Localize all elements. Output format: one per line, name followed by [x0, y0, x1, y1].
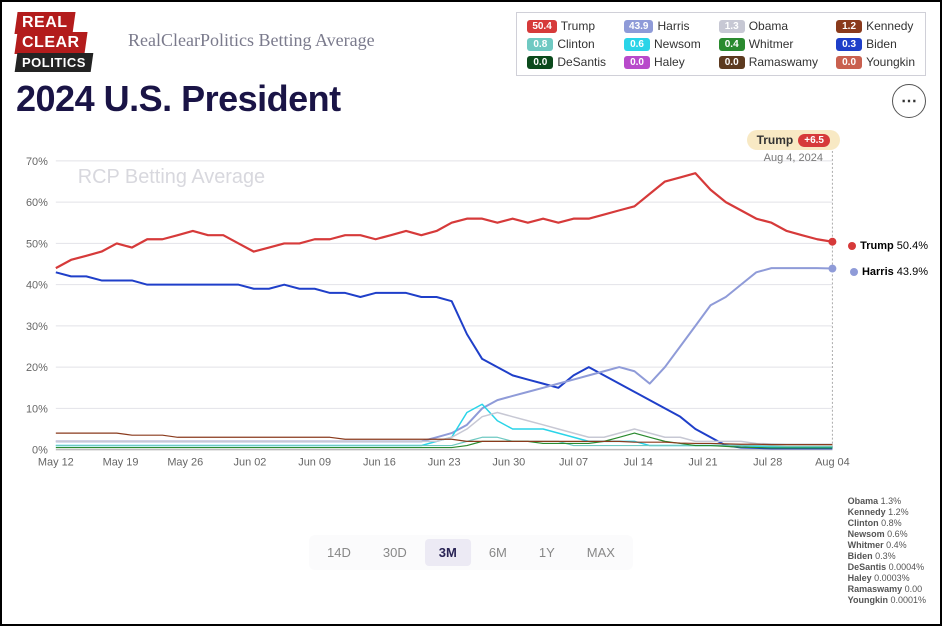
leader-delta: +6.5	[798, 134, 830, 147]
svg-text:Jun 16: Jun 16	[363, 457, 396, 469]
svg-text:Jun 09: Jun 09	[298, 457, 331, 469]
leader-name: Trump	[757, 133, 794, 147]
range-30d[interactable]: 30D	[369, 539, 421, 566]
legend-badge: 0.0	[624, 56, 650, 69]
range-6m[interactable]: 6M	[475, 539, 521, 566]
range-selector: 14D30D3M6M1YMAX	[309, 535, 633, 570]
legend-badge: 0.0	[836, 56, 862, 69]
svg-text:Jun 30: Jun 30	[492, 457, 525, 469]
end-label-harris: Harris 43.9%	[850, 266, 928, 280]
svg-text:10%: 10%	[26, 403, 48, 415]
svg-text:Aug 04: Aug 04	[815, 457, 850, 469]
svg-text:50%: 50%	[26, 238, 48, 250]
svg-text:May 19: May 19	[103, 457, 139, 469]
svg-text:Jul 07: Jul 07	[559, 457, 588, 469]
legend-item-youngkin[interactable]: 0.0 Youngkin	[836, 55, 915, 69]
legend-name: Youngkin	[866, 55, 915, 69]
legend-badge: 1.2	[836, 20, 862, 33]
end-labels-bottom: Obama 1.3%Kennedy 1.2%Clinton 0.8%Newsom…	[848, 496, 926, 606]
range-1y[interactable]: 1Y	[525, 539, 569, 566]
range-max[interactable]: MAX	[573, 539, 629, 566]
svg-text:Jun 23: Jun 23	[428, 457, 461, 469]
svg-text:70%: 70%	[26, 156, 48, 168]
legend-item-harris[interactable]: 43.9 Harris	[624, 19, 701, 33]
legend-item-obama[interactable]: 1.3 Obama	[719, 19, 818, 33]
svg-text:30%: 30%	[26, 321, 48, 333]
legend-badge: 43.9	[624, 20, 653, 33]
legend-item-kennedy[interactable]: 1.2 Kennedy	[836, 19, 915, 33]
callout: Trump +6.5 Aug 4, 2024	[747, 130, 840, 164]
svg-text:Jul 28: Jul 28	[753, 457, 782, 469]
legend-name: Haley	[654, 55, 685, 69]
legend-name: DeSantis	[557, 55, 606, 69]
page-title: 2024 U.S. President	[16, 78, 892, 120]
legend-badge: 1.3	[719, 20, 745, 33]
line-chart[interactable]: RCP Betting Average 0% 10% 20% 30% 40% 50% 60% 7…	[16, 130, 926, 600]
end-label-trump: Trump 50.4%	[848, 240, 928, 254]
svg-text:May 26: May 26	[167, 457, 203, 469]
legend-name: Kennedy	[866, 19, 913, 33]
legend-name: Trump	[561, 19, 595, 33]
series-harris[interactable]	[56, 268, 833, 441]
end-label-small: Whitmer 0.4%	[848, 540, 926, 551]
legend-item-ramaswamy[interactable]: 0.0 Ramaswamy	[719, 55, 818, 69]
legend-name: Biden	[866, 37, 897, 51]
end-label-small: Ramaswamy 0.00	[848, 584, 926, 595]
series-biden[interactable]	[56, 272, 833, 448]
legend-name: Newsom	[654, 37, 701, 51]
legend-box: 50.4 Trump 43.9 Harris 1.3 Obama 1.2 Kennedy 0.8…	[516, 12, 926, 76]
legend-item-whitmer[interactable]: 0.4 Whitmer	[719, 37, 818, 51]
range-3m[interactable]: 3M	[425, 539, 471, 566]
end-label-small: Kennedy 1.2%	[848, 507, 926, 518]
svg-text:20%: 20%	[26, 362, 48, 374]
legend-item-desantis[interactable]: 0.0 DeSantis	[527, 55, 606, 69]
legend-badge: 0.3	[836, 38, 862, 51]
end-label-small: Biden 0.3%	[848, 551, 926, 562]
end-label-small: Clinton 0.8%	[848, 518, 926, 529]
legend-badge: 0.6	[624, 38, 650, 51]
svg-text:RCP Betting Average: RCP Betting Average	[78, 166, 265, 188]
logo-line2: CLEAR	[22, 36, 80, 50]
legend-name: Harris	[657, 19, 689, 33]
legend-item-biden[interactable]: 0.3 Biden	[836, 37, 915, 51]
chart-area[interactable]: Trump +6.5 Aug 4, 2024 RCP Betting Avera…	[16, 130, 926, 600]
legend-name: Ramaswamy	[749, 55, 818, 69]
svg-text:Jun 02: Jun 02	[234, 457, 267, 469]
legend-badge: 0.0	[527, 56, 553, 69]
end-label-small: Youngkin 0.0001%	[848, 595, 926, 606]
legend-name: Whitmer	[749, 37, 794, 51]
callout-date: Aug 4, 2024	[747, 152, 840, 164]
svg-text:Jul 14: Jul 14	[624, 457, 653, 469]
logo-line3: POLITICS	[22, 55, 86, 70]
end-label-small: Haley 0.0003%	[848, 573, 926, 584]
svg-text:60%: 60%	[26, 197, 48, 209]
svg-text:Jul 21: Jul 21	[688, 457, 717, 469]
legend-item-clinton[interactable]: 0.8 Clinton	[527, 37, 606, 51]
leader-pill: Trump +6.5	[747, 130, 840, 150]
range-14d[interactable]: 14D	[313, 539, 365, 566]
legend-item-haley[interactable]: 0.0 Haley	[624, 55, 701, 69]
legend-badge: 0.4	[719, 38, 745, 51]
legend-name: Obama	[749, 19, 788, 33]
end-label-small: DeSantis 0.0004%	[848, 562, 926, 573]
end-label-small: Obama 1.3%	[848, 496, 926, 507]
svg-text:May 12: May 12	[38, 457, 74, 469]
end-label-small: Newsom 0.6%	[848, 529, 926, 540]
app-frame: REAL CLEAR POLITICS RealClearPolitics Be…	[0, 0, 942, 626]
legend-item-trump[interactable]: 50.4 Trump	[527, 19, 606, 33]
legend-badge: 0.0	[719, 56, 745, 69]
svg-text:40%: 40%	[26, 280, 48, 292]
legend-badge: 50.4	[527, 20, 556, 33]
svg-text:0%: 0%	[32, 445, 48, 457]
rcp-logo[interactable]: REAL CLEAR POLITICS	[16, 12, 116, 60]
legend-badge: 0.8	[527, 38, 553, 51]
page-subtitle: RealClearPolitics Betting Average	[128, 30, 375, 51]
legend-name: Clinton	[557, 37, 594, 51]
more-options-button[interactable]: ⋯	[892, 84, 926, 118]
logo-line1: REAL	[22, 16, 68, 30]
legend-item-newsom[interactable]: 0.6 Newsom	[624, 37, 701, 51]
